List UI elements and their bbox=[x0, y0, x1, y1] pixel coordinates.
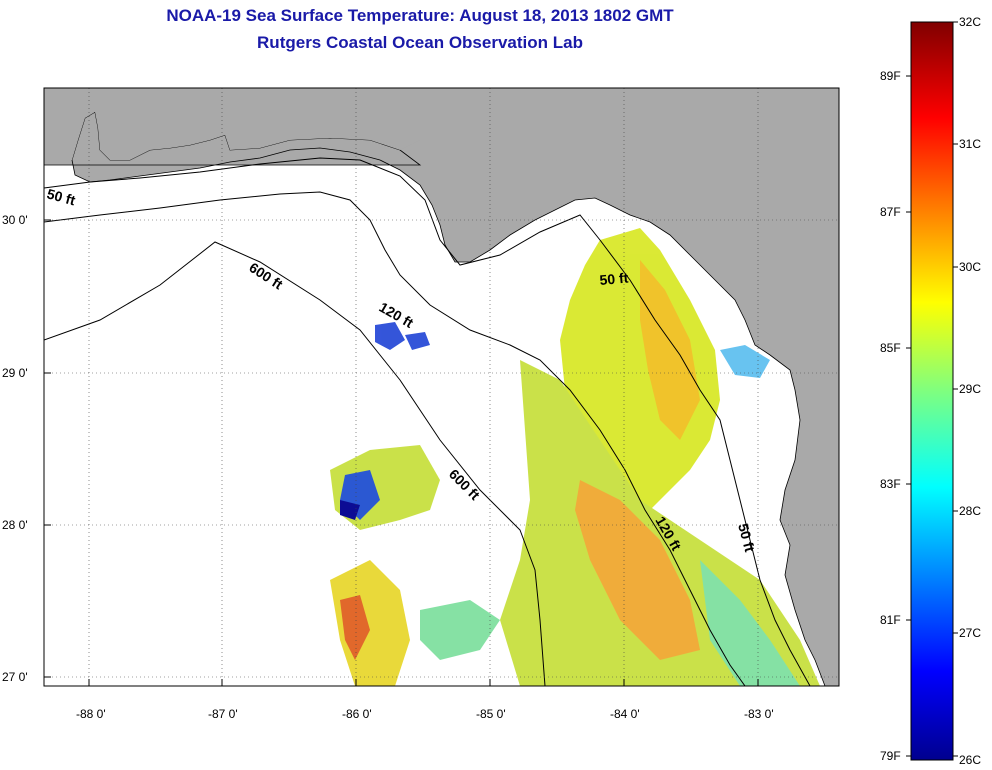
y-tick-label: 29 0' bbox=[2, 366, 28, 380]
sst-data bbox=[330, 228, 820, 686]
y-tick-label: 27 0' bbox=[2, 670, 28, 684]
contour-label: 50 ft bbox=[599, 270, 629, 288]
colorbar-fahrenheit-label: 81F bbox=[880, 613, 901, 627]
x-tick-label: -86 0' bbox=[342, 707, 372, 721]
colorbar-celsius-label: 30C bbox=[959, 260, 981, 274]
x-tick-label: -88 0' bbox=[76, 707, 106, 721]
x-tick-label: -84 0' bbox=[610, 707, 640, 721]
x-tick-label: -85 0' bbox=[476, 707, 506, 721]
colorbar-celsius-label: 31C bbox=[959, 137, 981, 151]
chart-subtitle: Rutgers Coastal Ocean Observation Lab bbox=[257, 33, 583, 52]
contour-label: 50 ft bbox=[45, 185, 77, 208]
x-tick-label: -83 0' bbox=[744, 707, 774, 721]
colorbar-fahrenheit-label: 83F bbox=[880, 477, 901, 491]
colorbar-celsius-label: 29C bbox=[959, 382, 981, 396]
grid-lines bbox=[44, 88, 839, 686]
colorbar-celsius-label: 26C bbox=[959, 753, 981, 767]
colorbar-fahrenheit-label: 87F bbox=[880, 205, 901, 219]
colorbar-celsius-label: 28C bbox=[959, 504, 981, 518]
x-tick-label: -87 0' bbox=[208, 707, 238, 721]
y-tick-label: 28 0' bbox=[2, 518, 28, 532]
colorbar-fahrenheit-label: 79F bbox=[880, 749, 901, 763]
colorbar-fahrenheit-label: 89F bbox=[880, 69, 901, 83]
colorbar bbox=[910, 21, 954, 761]
contour-label: 50 ft bbox=[735, 522, 758, 554]
colorbar-fahrenheit-label: 85F bbox=[880, 341, 901, 355]
colorbar-celsius-label: 32C bbox=[959, 15, 981, 29]
colorbar-celsius-label: 27C bbox=[959, 626, 981, 640]
depth-contours bbox=[44, 157, 811, 686]
y-tick-label: 30 0' bbox=[2, 213, 28, 227]
chart-title: NOAA-19 Sea Surface Temperature: August … bbox=[166, 6, 674, 25]
